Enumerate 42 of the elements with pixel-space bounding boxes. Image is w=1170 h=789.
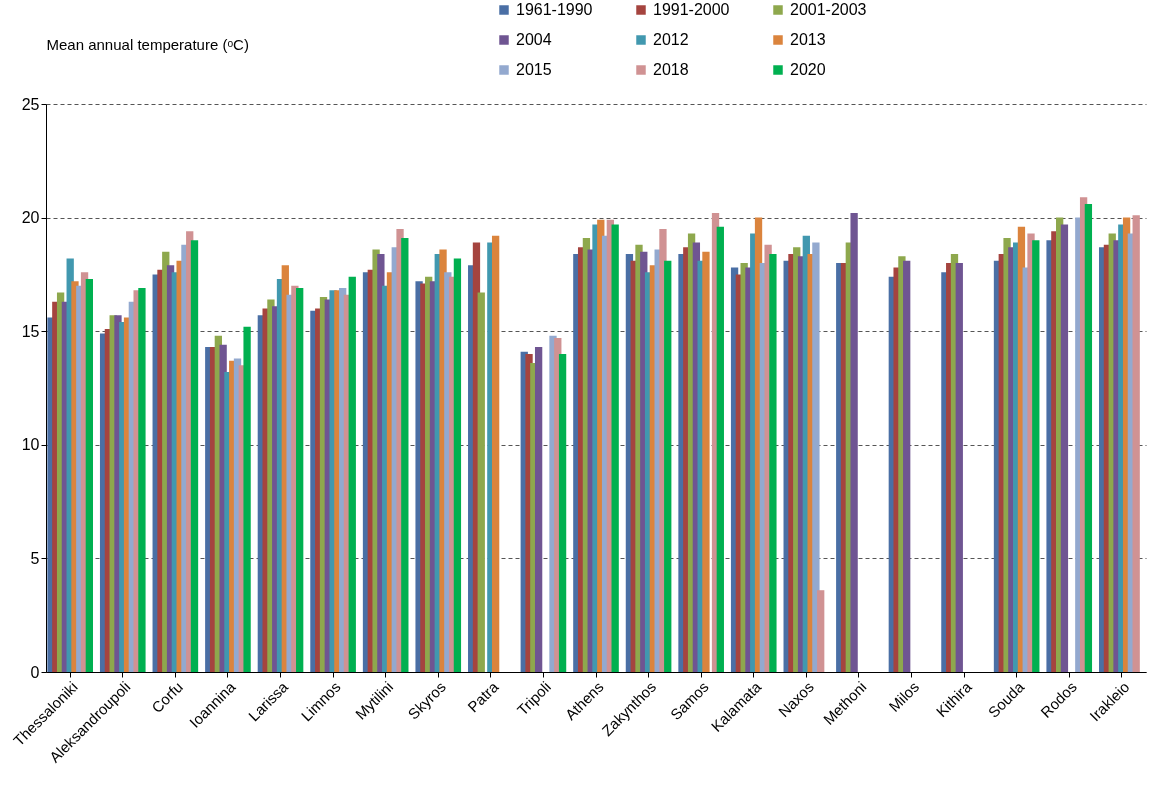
legend-label: 2020 bbox=[790, 61, 826, 78]
bar bbox=[491, 235, 500, 672]
bar bbox=[85, 278, 93, 672]
bar bbox=[296, 288, 304, 672]
bar bbox=[190, 240, 199, 672]
bar bbox=[1084, 203, 1093, 672]
bar bbox=[453, 258, 462, 672]
bar bbox=[1060, 224, 1069, 672]
bar bbox=[348, 276, 356, 672]
y-tick-label: 5 bbox=[30, 549, 40, 567]
legend-label: 2001-2003 bbox=[790, 1, 867, 18]
legend-label: 2004 bbox=[516, 31, 552, 48]
legend-label: 1991-2000 bbox=[653, 1, 730, 18]
bar bbox=[611, 224, 619, 672]
bar bbox=[812, 242, 820, 672]
bar bbox=[477, 292, 485, 672]
bar bbox=[243, 326, 251, 672]
bar bbox=[903, 260, 911, 672]
y-tick-label: 25 bbox=[21, 95, 40, 113]
y-tick-label: 10 bbox=[21, 436, 40, 454]
bar bbox=[716, 226, 724, 672]
y-tick-label: 15 bbox=[21, 322, 40, 340]
y-tick-label: 0 bbox=[30, 663, 40, 681]
bar bbox=[138, 288, 146, 672]
bar bbox=[534, 347, 543, 672]
legend-label: 2012 bbox=[653, 31, 689, 48]
bar bbox=[769, 253, 777, 672]
y-axis-title: Mean annual temperature (ᵒC) bbox=[46, 35, 249, 53]
bar bbox=[850, 213, 858, 672]
bar bbox=[1132, 215, 1140, 672]
bar bbox=[702, 251, 710, 672]
legend-label: 1961-1990 bbox=[516, 1, 593, 18]
bar bbox=[1032, 240, 1040, 672]
y-tick-label: 20 bbox=[21, 209, 40, 227]
bar bbox=[401, 238, 409, 672]
legend-label: 2015 bbox=[516, 61, 552, 78]
bar bbox=[817, 590, 825, 672]
bar bbox=[664, 260, 672, 672]
bar bbox=[558, 353, 567, 672]
legend-label: 2013 bbox=[790, 31, 826, 48]
bar bbox=[955, 263, 963, 672]
legend-label: 2018 bbox=[653, 61, 689, 78]
